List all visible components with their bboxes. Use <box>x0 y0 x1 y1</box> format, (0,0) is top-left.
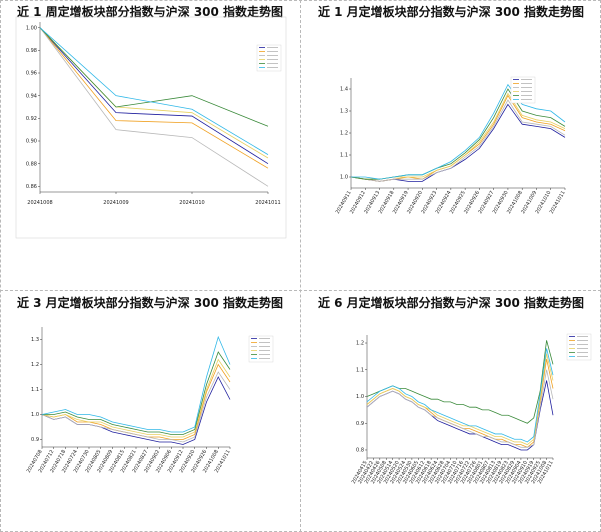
chart-title: 近 1 周定增板块部分指数与沪深 300 指数走势图 <box>16 5 284 19</box>
chart-title: 近 6 月定增板块部分指数与沪深 300 指数走势图 <box>317 296 585 310</box>
series-line-6 <box>351 83 566 180</box>
series-line-6 <box>366 348 554 443</box>
y-tick-label: 1.0 <box>356 394 364 400</box>
y-tick-label: 1.4 <box>340 87 348 93</box>
horizontal-divider <box>0 290 601 291</box>
y-tick-label: 1.2 <box>356 341 364 347</box>
y-tick-label: 0.8 <box>356 448 364 454</box>
chart-panel-6-month: 近 6 月定增板块部分指数与沪深 300 指数走势图 1.2 1.1 1.0 0.9 0… <box>301 291 601 532</box>
line-chart: 1.00 0.98 0.96 0.94 0.92 0.90 0.88 0.86 20241008… <box>15 16 287 239</box>
series-line-2 <box>350 94 566 182</box>
series-line-4 <box>366 353 554 446</box>
vertical-divider <box>300 0 301 532</box>
y-tick-label: 1.2 <box>340 131 348 137</box>
y-tick-label: 1.2 <box>31 362 39 368</box>
legend-box <box>248 335 274 363</box>
y-tick-label: 1.0 <box>31 412 39 418</box>
y-tick-label: 1.3 <box>340 109 348 115</box>
series-line-2 <box>39 27 269 169</box>
series-line-4 <box>39 27 269 159</box>
x-tick-label: 20241011 <box>255 200 280 206</box>
x-tick-label: 20241008 <box>27 200 52 206</box>
line-chart: 1.21.11.00.90.82024041520240422202404262… <box>351 333 592 485</box>
series-line-1 <box>350 103 566 182</box>
y-tick-label: 0.9 <box>356 421 364 427</box>
series-line-4 <box>350 92 566 180</box>
legend-box <box>510 76 536 104</box>
line-chart: 1.31.21.11.00.92024070820240712202407182… <box>26 327 274 474</box>
y-tick-label: 0.90 <box>26 139 37 145</box>
series-line-5 <box>39 27 269 127</box>
y-tick-label: 1.1 <box>31 387 39 393</box>
series-line-5 <box>42 351 231 435</box>
y-tick-label: 1.00 <box>26 25 37 31</box>
y-tick-label: 0.86 <box>26 184 37 190</box>
plot-frame <box>15 16 287 239</box>
chart-panel-1-month: 近 1 月定增板块部分指数与沪深 300 指数走势图 1.4 1.3 1.2 1.1 1… <box>301 0 601 290</box>
y-tick-label: 0.9 <box>31 437 39 443</box>
chart-title: 近 1 月定增板块部分指数与沪深 300 指数走势图 <box>317 5 585 19</box>
chart-panel-3-month: 近 3 月定增板块部分指数与沪深 300 指数走势图 1.3 1.2 1.1 1.0 0… <box>0 291 300 532</box>
series-line-1 <box>39 27 269 165</box>
legend-box <box>256 44 282 72</box>
x-tick-label: 20241009 <box>103 200 128 206</box>
chart-title: 近 3 月定增板块部分指数与沪深 300 指数走势图 <box>16 296 284 310</box>
series-line-6 <box>39 27 269 155</box>
series-line-3 <box>41 371 231 443</box>
legend-box <box>566 333 592 361</box>
series-line-2 <box>366 358 554 448</box>
series-line-3 <box>366 369 554 448</box>
y-tick-label: 0.88 <box>26 161 37 167</box>
y-tick-label: 0.92 <box>26 116 37 122</box>
y-tick-label: 0.94 <box>26 93 37 99</box>
chart-panel-1-week: 近 1 周定增板块部分指数与沪深 300 指数走势图 1.00 0.98 0.96 0… <box>0 0 300 290</box>
series-line-6 <box>41 335 231 433</box>
y-tick-label: 1.1 <box>340 153 348 159</box>
y-tick-label: 0.96 <box>26 71 37 77</box>
series-line-5 <box>366 340 554 424</box>
line-chart: 1.41.31.21.11.02024091120240912202409132… <box>335 76 567 215</box>
y-tick-label: 1.0 <box>340 175 348 181</box>
series-line-4 <box>41 358 231 438</box>
series-line-1 <box>366 380 554 451</box>
y-tick-label: 0.98 <box>26 48 37 54</box>
y-tick-label: 1.1 <box>356 367 364 373</box>
series-line-3 <box>350 99 566 182</box>
x-tick-label: 20241010 <box>179 200 204 206</box>
series-line-3 <box>39 27 269 187</box>
y-tick-label: 1.3 <box>31 337 39 343</box>
